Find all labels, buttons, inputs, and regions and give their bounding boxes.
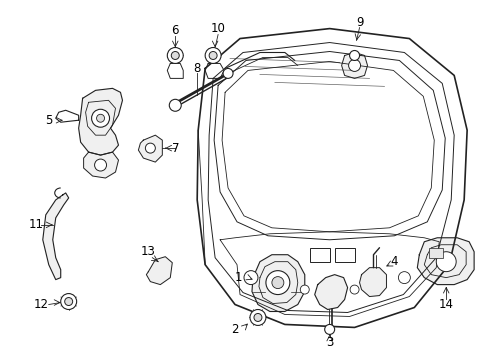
Text: 11: 11 (28, 218, 43, 231)
Circle shape (61, 293, 77, 310)
Text: 3: 3 (325, 336, 333, 349)
Polygon shape (146, 257, 172, 285)
Circle shape (271, 276, 283, 289)
Polygon shape (359, 268, 386, 297)
Text: 7: 7 (171, 141, 179, 155)
Text: 14: 14 (438, 298, 453, 311)
Circle shape (249, 310, 265, 325)
Polygon shape (251, 255, 304, 311)
Circle shape (398, 272, 409, 284)
Text: 4: 4 (390, 255, 397, 268)
Circle shape (244, 271, 258, 285)
Circle shape (300, 285, 308, 294)
Circle shape (91, 109, 109, 127)
Polygon shape (416, 238, 473, 285)
Polygon shape (314, 275, 347, 310)
Polygon shape (138, 135, 162, 162)
Circle shape (64, 298, 73, 306)
Circle shape (253, 314, 262, 321)
Circle shape (96, 114, 104, 122)
Text: 9: 9 (355, 16, 363, 29)
Polygon shape (79, 88, 122, 155)
Polygon shape (341, 53, 367, 78)
Polygon shape (42, 193, 68, 280)
FancyBboxPatch shape (309, 248, 329, 262)
Text: 10: 10 (210, 22, 225, 35)
Polygon shape (83, 152, 118, 178)
Circle shape (205, 48, 221, 63)
Text: 8: 8 (193, 62, 201, 75)
Text: 5: 5 (45, 114, 52, 127)
Text: 13: 13 (141, 245, 156, 258)
Circle shape (223, 68, 233, 78)
Circle shape (349, 285, 358, 294)
Circle shape (169, 99, 181, 111)
FancyBboxPatch shape (334, 248, 354, 262)
Text: 1: 1 (234, 271, 241, 284)
FancyBboxPatch shape (428, 248, 442, 258)
Circle shape (435, 252, 455, 272)
Circle shape (167, 48, 183, 63)
Circle shape (349, 50, 359, 60)
Text: 6: 6 (171, 24, 179, 37)
Circle shape (171, 51, 179, 59)
Text: 2: 2 (231, 323, 238, 336)
Circle shape (209, 51, 217, 59)
Circle shape (145, 143, 155, 153)
Text: 12: 12 (33, 298, 48, 311)
Circle shape (94, 159, 106, 171)
Circle shape (265, 271, 289, 294)
Circle shape (348, 59, 360, 71)
Circle shape (324, 324, 334, 334)
